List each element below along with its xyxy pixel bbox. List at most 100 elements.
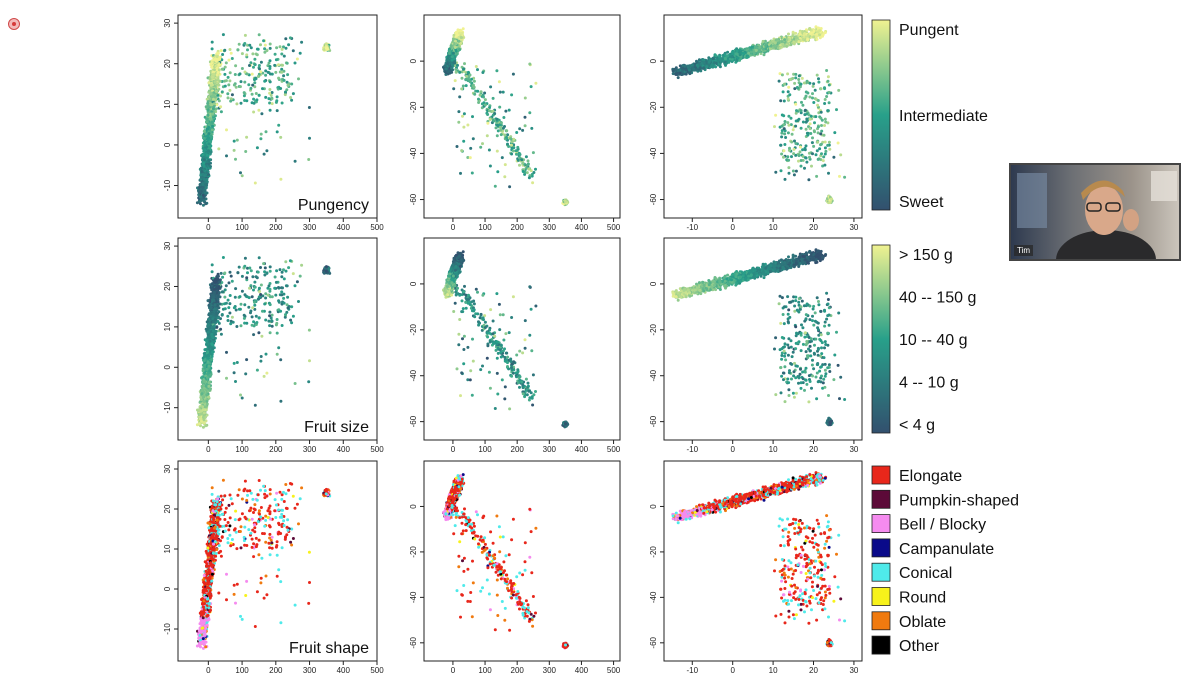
data-point	[250, 92, 254, 96]
data-point	[781, 90, 785, 94]
data-point	[268, 42, 272, 46]
data-point	[213, 80, 217, 84]
data-point	[460, 87, 464, 91]
data-point	[216, 71, 220, 74]
data-point	[275, 95, 279, 99]
data-point	[288, 36, 292, 40]
data-point	[217, 99, 221, 103]
data-point	[791, 32, 795, 36]
data-point	[786, 72, 790, 76]
data-point	[224, 61, 228, 65]
data-point	[808, 95, 812, 99]
data-point	[763, 50, 767, 54]
data-point	[226, 96, 230, 100]
data-point	[285, 61, 289, 65]
data-point	[204, 183, 208, 187]
data-point	[804, 94, 808, 98]
data-point	[457, 120, 461, 124]
data-point	[794, 76, 798, 80]
data-point	[262, 152, 266, 156]
data-point	[459, 41, 462, 45]
data-point	[786, 155, 790, 159]
data-point	[249, 46, 253, 50]
data-point	[257, 33, 261, 37]
data-point	[282, 78, 286, 82]
data-point	[486, 113, 490, 116]
data-point	[281, 63, 284, 67]
data-point	[780, 131, 784, 135]
data-point	[518, 153, 522, 156]
data-point	[823, 87, 827, 91]
data-point	[285, 80, 289, 84]
data-point	[471, 137, 475, 141]
data-point	[471, 115, 474, 119]
data-point	[218, 57, 222, 61]
data-point	[817, 80, 821, 84]
data-point	[506, 133, 510, 137]
data-point	[263, 79, 267, 83]
data-point	[454, 42, 458, 46]
data-point	[278, 45, 282, 49]
data-point	[228, 71, 232, 75]
data-point	[798, 150, 802, 154]
data-point	[280, 47, 284, 51]
data-point	[466, 123, 470, 127]
y-tick-label: -40	[649, 147, 658, 159]
data-point	[799, 82, 803, 86]
data-point	[509, 135, 513, 139]
data-point	[220, 90, 224, 94]
data-point	[525, 171, 529, 175]
data-point	[477, 101, 481, 104]
data-point	[237, 42, 241, 46]
data-point	[254, 92, 258, 95]
data-point	[817, 111, 821, 115]
data-point	[462, 125, 466, 129]
data-point	[206, 101, 210, 105]
data-point	[270, 102, 274, 106]
data-point	[808, 117, 812, 121]
data-point	[826, 109, 830, 113]
data-point	[514, 149, 518, 153]
data-point	[481, 142, 484, 146]
data-point	[792, 152, 796, 156]
data-point	[761, 39, 765, 43]
data-point	[774, 113, 778, 117]
data-point	[248, 64, 251, 67]
data-point	[507, 145, 511, 148]
data-point	[794, 72, 798, 76]
data-point	[837, 88, 841, 92]
data-point	[786, 131, 790, 135]
data-point	[791, 128, 795, 132]
data-point	[224, 79, 228, 83]
data-point	[268, 108, 272, 112]
data-point	[503, 175, 507, 179]
data-point	[459, 36, 463, 40]
data-point	[211, 124, 215, 128]
data-point	[215, 103, 219, 107]
x-tick-label: 100	[478, 223, 492, 232]
data-point	[495, 149, 499, 153]
data-point	[813, 88, 817, 92]
data-point	[209, 130, 212, 133]
data-point	[217, 83, 221, 87]
data-point	[274, 58, 278, 62]
data-point	[521, 128, 525, 132]
y-tick-label: 10	[163, 99, 172, 108]
data-point	[811, 152, 814, 156]
data-point	[492, 119, 496, 123]
data-point	[481, 71, 485, 74]
data-point	[277, 123, 281, 127]
data-point	[777, 79, 781, 83]
data-point	[251, 83, 255, 87]
data-point	[811, 84, 815, 88]
data-point	[491, 96, 495, 100]
data-point	[833, 131, 837, 135]
data-point	[249, 61, 253, 65]
data-point	[495, 117, 499, 121]
data-point	[284, 37, 288, 41]
data-point	[783, 120, 787, 123]
data-point	[782, 155, 785, 159]
data-point	[201, 193, 205, 197]
